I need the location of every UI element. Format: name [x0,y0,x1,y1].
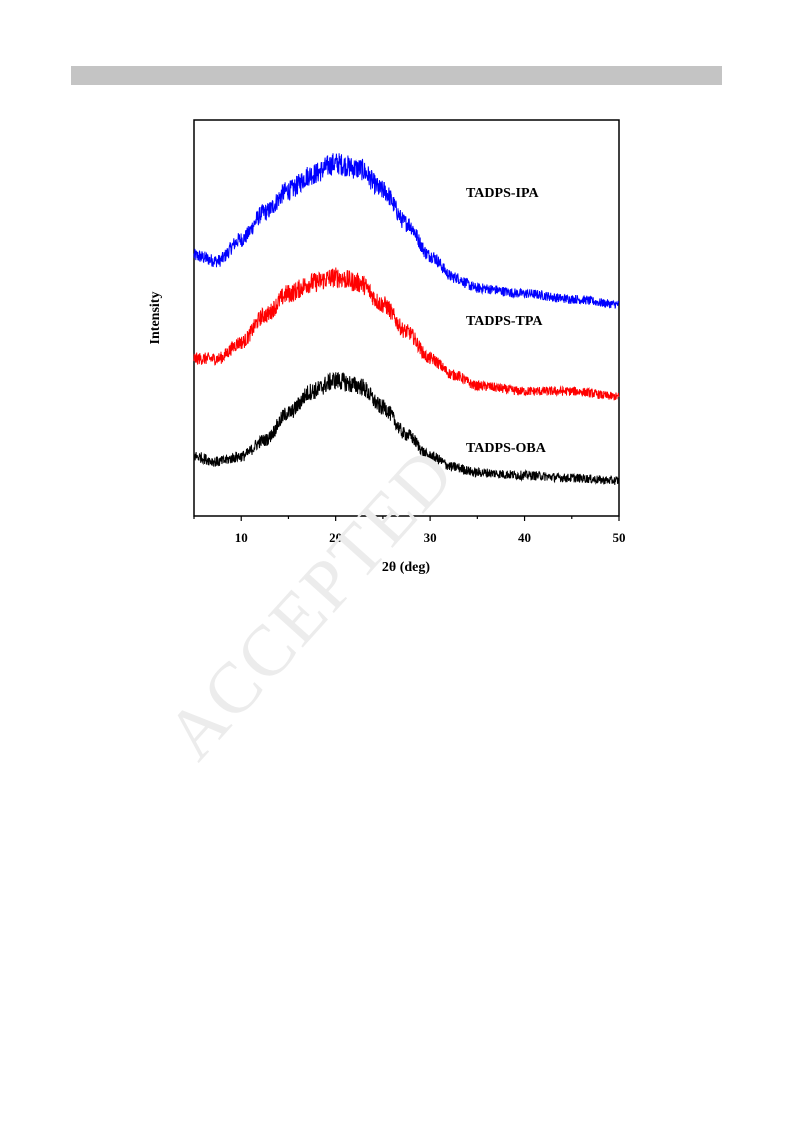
x-axis-title: 2θ (deg) [382,560,430,575]
series-line-tadps-tpa [193,267,620,401]
x-tick-label: 20 [329,530,342,545]
series-line-tadps-ipa [193,153,620,309]
page-header-bar [71,66,722,85]
series-line-tadps-oba [193,371,620,486]
series-layer [193,153,620,486]
x-axis: 10 20 30 40 50 [193,516,626,545]
x-tick-label: 50 [613,530,626,545]
series-label-tpa: TADPS-TPA [466,314,543,329]
plot-frame [193,119,620,517]
x-tick-label: 10 [235,530,248,545]
x-tick-label: 30 [424,530,437,545]
x-tick-label: 40 [518,530,531,545]
series-label-oba: TADPS-OBA [466,441,547,456]
y-axis-title: Intensity [148,292,163,345]
series-label-ipa: TADPS-IPA [466,186,539,201]
